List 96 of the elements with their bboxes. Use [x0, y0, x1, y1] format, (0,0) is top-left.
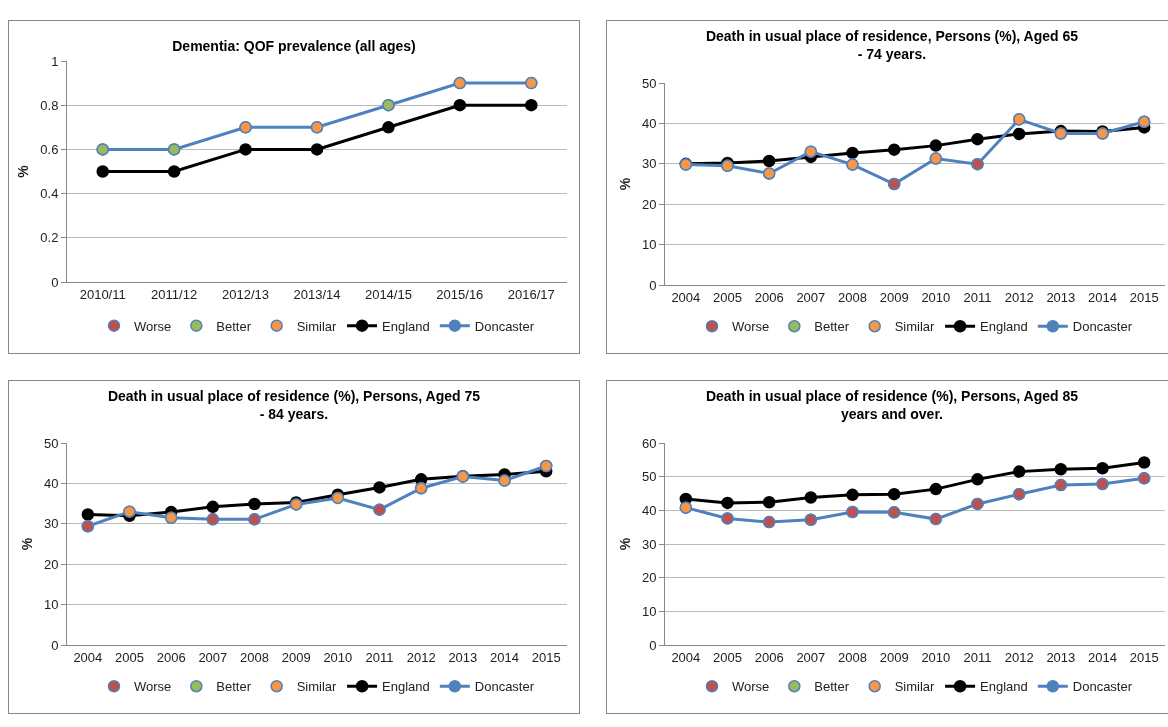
x-tick-label: 2007 — [796, 649, 826, 665]
legend-label: Similar — [894, 319, 936, 335]
x-tick-label: 2013 — [448, 649, 478, 665]
legend-label: England — [980, 319, 1028, 335]
y-tick-label: 40 — [641, 502, 657, 518]
chart-title: Dementia: QOF prevalence (all ages) — [172, 37, 416, 54]
x-tick-label: 2011 — [365, 649, 394, 665]
x-tick-label: 2004 — [671, 649, 701, 665]
legend-label: Similar — [894, 679, 936, 695]
y-tick-label: 50 — [641, 469, 657, 485]
x-tick-label: 2009 — [879, 289, 909, 305]
y-tick-label: 30 — [641, 156, 657, 172]
y-tick-label: 30 — [43, 516, 59, 532]
legend-label: Better — [814, 319, 850, 335]
x-tick-label: 2011 — [963, 649, 992, 665]
x-tick-label: 2013 — [1046, 649, 1076, 665]
x-tick-label: 2012/13 — [222, 286, 270, 302]
x-tick-label: 2010 — [921, 649, 951, 665]
chart-title: Death in usual place of residence (%), Persons, Aged 75 - 84 years. — [107, 387, 481, 423]
y-tick-label: 10 — [43, 597, 59, 613]
y-tick-label: 0 — [51, 274, 59, 290]
legend-label: Similar — [296, 679, 338, 695]
y-tick-label: 40 — [641, 115, 657, 131]
legend-label: Worse — [134, 318, 172, 334]
x-tick-label: 2011 — [963, 289, 992, 305]
x-tick-label: 2015 — [1129, 289, 1159, 305]
x-tick-label: 2006 — [156, 649, 186, 665]
legend-label: Doncaster — [474, 679, 535, 695]
y-tick-label: 20 — [641, 570, 657, 586]
y-tick-label: 30 — [641, 536, 657, 552]
legend-label: Better — [216, 318, 252, 334]
y-tick-label: 0.6 — [40, 141, 59, 157]
legend-label: Doncaster — [1072, 319, 1133, 335]
x-tick-label: 2004 — [671, 289, 701, 305]
x-tick-label: 2008 — [838, 649, 867, 665]
x-tick-label: 2008 — [838, 289, 867, 305]
y-tick-label: 20 — [43, 556, 59, 572]
x-tick-label: 2005 — [713, 289, 742, 305]
legend-label: England — [382, 679, 430, 695]
y-tick-label: 0 — [649, 637, 657, 653]
y-tick-label: 40 — [43, 475, 59, 491]
x-tick-label: 2010/11 — [79, 286, 126, 302]
x-tick-label: 2010 — [921, 289, 951, 305]
y-axis-title: % — [14, 164, 31, 178]
legend-label: Worse — [732, 679, 770, 695]
y-axis-title: % — [616, 537, 633, 551]
y-tick-label: 10 — [641, 237, 657, 253]
chart-title: Death in usual place of residence (%), Persons, Aged 85 years and over. — [705, 387, 1079, 423]
x-tick-label: 2014 — [490, 649, 519, 665]
x-tick-label: 2012 — [1004, 649, 1034, 665]
legend-label: Doncaster — [474, 318, 535, 334]
legend-label: Better — [814, 679, 850, 695]
x-tick-label: 2006 — [754, 649, 784, 665]
y-tick-label: 10 — [641, 603, 657, 619]
x-tick-label: 2010 — [323, 649, 353, 665]
x-tick-label: 2016/17 — [507, 286, 555, 302]
x-tick-label: 2011/12 — [151, 286, 198, 302]
legend-label: Better — [216, 679, 252, 695]
x-tick-label: 2015 — [1129, 649, 1159, 665]
x-tick-label: 2012 — [406, 649, 436, 665]
y-tick-label: 0 — [649, 277, 657, 293]
x-tick-label: 2013 — [1046, 289, 1076, 305]
y-tick-label: 0.2 — [40, 230, 59, 246]
legend-label: Similar — [296, 318, 338, 334]
x-tick-label: 2004 — [73, 649, 103, 665]
legend-label: England — [980, 679, 1028, 695]
legend-label: Worse — [134, 679, 172, 695]
y-tick-label: 20 — [641, 196, 657, 212]
y-axis-title: % — [616, 177, 633, 191]
legend-label: Doncaster — [1072, 679, 1133, 695]
x-tick-label: 2014 — [1088, 649, 1117, 665]
y-tick-label: 0 — [51, 637, 59, 653]
x-tick-label: 2014 — [1088, 289, 1117, 305]
y-tick-label: 60 — [641, 435, 657, 451]
x-tick-label: 2006 — [754, 289, 784, 305]
x-tick-label: 2008 — [240, 649, 269, 665]
x-tick-label: 2009 — [879, 649, 909, 665]
x-tick-label: 2007 — [198, 649, 228, 665]
x-tick-label: 2015 — [531, 649, 561, 665]
x-tick-label: 2012 — [1004, 289, 1034, 305]
y-tick-label: 0.8 — [40, 97, 59, 113]
legend-label: Worse — [732, 319, 770, 335]
y-tick-label: 50 — [43, 435, 59, 451]
x-tick-label: 2005 — [115, 649, 144, 665]
x-tick-label: 2005 — [713, 649, 742, 665]
y-axis-title: % — [18, 537, 35, 551]
x-tick-label: 2015/16 — [436, 286, 484, 302]
y-tick-label: 0.4 — [40, 186, 59, 202]
chart-title: Death in usual place of residence, Persons (%), Aged 65 - 74 years. — [705, 27, 1079, 63]
y-tick-label: 50 — [641, 75, 657, 91]
x-tick-label: 2009 — [281, 649, 311, 665]
legend-label: England — [382, 318, 430, 334]
x-tick-label: 2007 — [796, 289, 826, 305]
y-tick-label: 1 — [51, 53, 59, 69]
x-tick-label: 2014/15 — [364, 286, 412, 302]
x-tick-label: 2013/14 — [293, 286, 341, 302]
